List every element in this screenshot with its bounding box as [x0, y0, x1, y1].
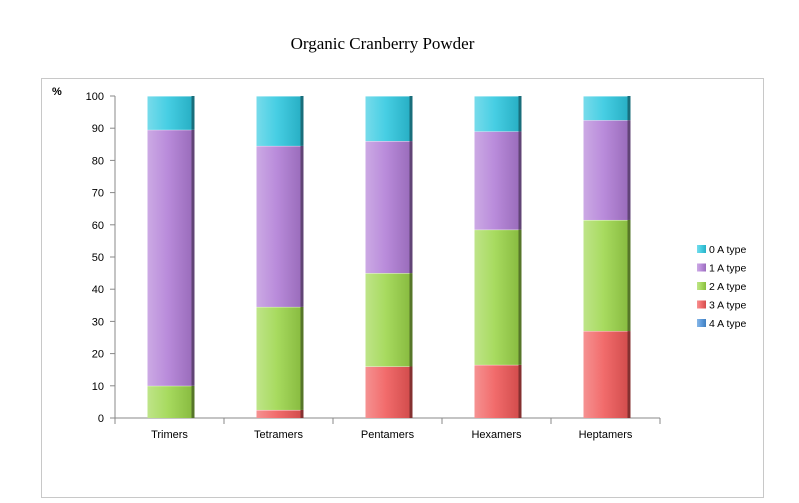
x-tick-label: Tetramers: [254, 429, 303, 441]
legend-swatch-highlight: [697, 300, 706, 309]
bar-side-1-a-type: [409, 141, 413, 274]
bar-side-1-a-type: [300, 145, 304, 307]
bar-segment-highlight: [256, 96, 301, 146]
chart-title: Organic Cranberry Powder: [290, 34, 475, 53]
bar-segment-highlight: [583, 331, 628, 418]
y-axis: 0 10 20 30 40 50 60 70 80 90 100: [86, 91, 116, 425]
bar-segment-highlight: [147, 129, 192, 386]
bar-side-0-a-type: [409, 96, 413, 142]
bar-stack-tetramers: [256, 95, 304, 418]
y-tick-label: 100: [86, 91, 104, 103]
bar-side-3-a-type: [300, 409, 304, 418]
bar-segment-highlight: [256, 409, 301, 418]
bar-side-2-a-type: [518, 229, 522, 365]
bar-side-0-a-type: [518, 96, 522, 132]
bar-segment-highlight: [256, 145, 301, 307]
bar-side-2-a-type: [191, 385, 195, 418]
y-tick-label: 0: [98, 413, 104, 425]
legend-swatch-highlight: [697, 245, 706, 253]
bar-segment-highlight: [474, 364, 519, 418]
bar-side-0-a-type: [300, 96, 304, 146]
legend-label: 4 A type: [709, 318, 747, 330]
legend: 0 A type 1 A type 2 A type 3 A type 4 A type: [697, 244, 747, 330]
bar-segment-highlight: [365, 366, 410, 418]
legend-swatch-highlight: [697, 263, 706, 272]
y-tick-label: 20: [92, 349, 104, 361]
y-tick-label: 60: [92, 220, 104, 232]
x-axis: Trimers Tetramers Pentamers Hexamers Heptame…: [114, 417, 661, 441]
bar-segment-highlight: [365, 141, 410, 274]
y-tick-label: 70: [92, 188, 104, 200]
x-tick-label: Hexamers: [471, 429, 522, 441]
x-tick-label: Pentamers: [361, 429, 415, 441]
bar-stack-pentamers: [365, 95, 413, 418]
bar-side-1-a-type: [518, 131, 522, 230]
bar-side-2-a-type: [627, 219, 631, 332]
bar-segment-highlight: [474, 229, 519, 365]
legend-swatch-highlight: [697, 282, 706, 290]
legend-item-4-a-type: 4 A type: [697, 318, 747, 330]
y-tick-label: 10: [92, 381, 104, 393]
bar-side-3-a-type: [409, 366, 413, 418]
y-tick-label: 50: [92, 252, 104, 264]
legend-swatch-highlight: [697, 319, 706, 327]
bar-stack-trimers: [147, 95, 195, 418]
bar-side-3-a-type: [627, 331, 631, 418]
bar-side-0-a-type: [191, 96, 195, 130]
legend-label: 0 A type: [709, 244, 747, 256]
bar-segment-highlight: [583, 219, 628, 332]
bar-side-2-a-type: [409, 273, 413, 367]
legend-item-0-a-type: 0 A type: [697, 244, 747, 256]
y-tick-label: 40: [92, 284, 104, 296]
y-tick-label: 90: [92, 123, 104, 135]
bar-segment-highlight: [365, 273, 410, 367]
y-tick-label: 30: [92, 316, 104, 328]
bar-segment-highlight: [256, 306, 301, 410]
bar-side-2-a-type: [300, 306, 304, 410]
bar-stacks: [147, 95, 631, 418]
bar-segment-highlight: [583, 96, 628, 121]
legend-label: 2 A type: [709, 281, 747, 293]
legend-item-1-a-type: 1 A type: [697, 263, 747, 275]
x-tick-label: Heptamers: [579, 429, 633, 441]
bar-segment-highlight: [583, 120, 628, 220]
legend-label: 3 A type: [709, 300, 747, 312]
y-axis-label: %: [52, 86, 62, 98]
bar-segment-highlight: [147, 96, 192, 130]
bar-side-3-a-type: [518, 364, 522, 418]
bar-side-1-a-type: [627, 120, 631, 220]
bar-segment-highlight: [474, 131, 519, 230]
y-tick-label: 80: [92, 155, 104, 167]
bar-stack-heptamers: [583, 95, 631, 418]
legend-item-3-a-type: 3 A type: [697, 300, 747, 312]
legend-item-2-a-type: 2 A type: [697, 281, 747, 293]
bar-stack-hexamers: [474, 95, 522, 418]
bar-side-0-a-type: [627, 96, 631, 121]
x-tick-label: Trimers: [151, 429, 188, 441]
bar-side-1-a-type: [191, 129, 195, 386]
legend-label: 1 A type: [709, 263, 747, 275]
bar-segment-highlight: [147, 385, 192, 418]
bar-segment-highlight: [365, 96, 410, 142]
chart-frame: [41, 78, 764, 498]
bar-segment-highlight: [474, 96, 519, 132]
